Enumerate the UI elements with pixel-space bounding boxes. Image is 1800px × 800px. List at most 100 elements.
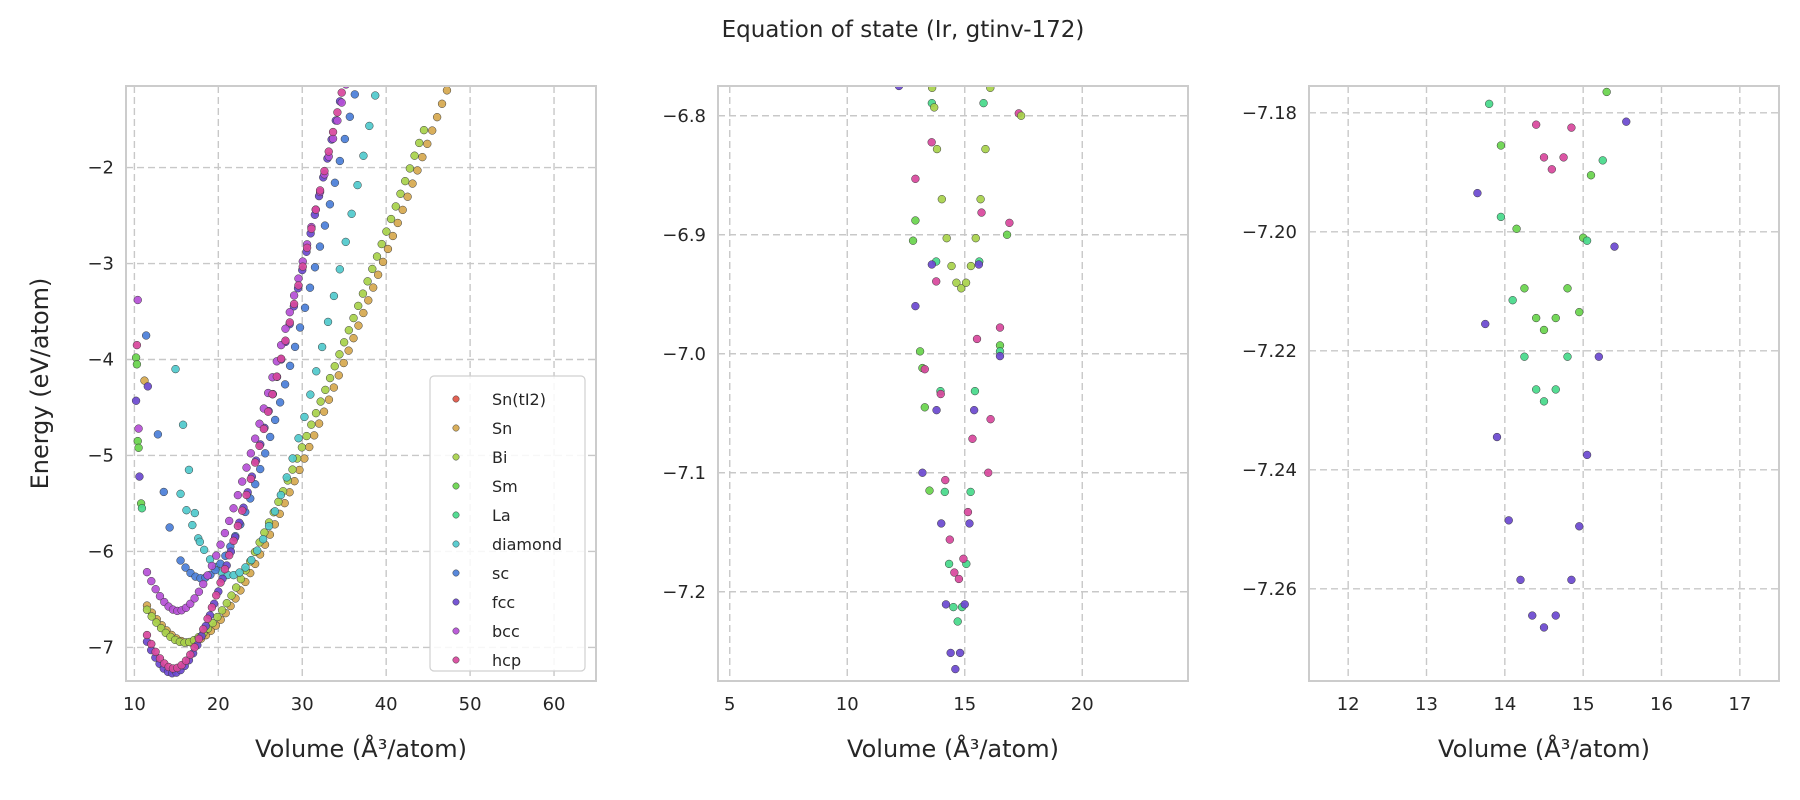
point-fcc [995,351,1005,361]
point-bcc [225,516,234,526]
point-La [970,386,980,396]
point-hcp [246,474,255,484]
point-Bi [927,86,937,92]
point-Sn [364,296,373,305]
point-sc [305,283,315,292]
point-Bi [957,284,966,293]
point-hcp [320,166,329,176]
point-bcc [281,324,290,333]
point-Bi [986,86,995,92]
x-tick-label: 15 [953,694,976,715]
point-Bi [358,289,368,298]
point-fcc [135,472,144,481]
point-hcp [207,603,217,612]
point-hcp [315,186,325,195]
point-Bi [316,397,325,406]
point-Bi [932,144,942,154]
point-hcp [311,205,320,214]
point-Bi [386,214,396,224]
point-Bi [354,301,363,311]
point-sc [176,556,185,565]
point-hcp [911,174,920,183]
point-Sn [398,205,407,215]
point-Bi [339,338,349,347]
legend-label: bcc [492,622,520,641]
point-Sn [349,334,358,343]
point-Bi [321,385,330,395]
legend-label: Sn [492,419,512,438]
point-sc [261,449,270,458]
point-Sn [305,442,314,452]
point-hcp [941,475,950,485]
point-sc [356,68,364,76]
point-fcc [353,20,361,28]
point-diamond [282,473,291,482]
x-axis-label: Volume (Å³/atom) [847,734,1059,763]
point-Bi [961,278,971,287]
point-hcp [229,536,238,546]
point-sc [280,380,290,389]
point-hcp [216,578,225,587]
point-sc [350,90,359,99]
legend-label: hcp [492,651,521,670]
point-Sn [423,139,432,149]
y-tick-label: −7.1 [662,463,706,484]
point-Sn [393,218,402,228]
point-bcc [359,7,367,15]
point-Sn [359,308,368,318]
legend-marker [452,482,460,490]
panel-3: 12 13 14 15 16 17 −7.26 −7.24 −7.22 −7.20 −7.18 Vol… [1242,85,1780,763]
point-Bi [981,144,990,154]
legend-label: Bi [492,448,507,467]
x-axis-label: Volume (Å³/atom) [1438,734,1650,763]
point-Sn [295,465,304,475]
point-Sm [1586,171,1596,180]
point-Bi [142,605,152,614]
point-Bi [377,239,386,249]
point-hcp [351,29,359,37]
point-diamond [377,61,385,69]
point-hcp [977,208,986,217]
point-bcc [351,44,359,52]
point-Bi [368,264,377,274]
point-sc [285,361,295,370]
point-sc [361,45,369,53]
point-Bi [213,612,222,622]
point-Sn [373,270,383,279]
point-fcc [927,260,936,269]
point-fcc [1528,611,1537,620]
point-sc [266,432,275,442]
panel-2: 5 10 15 20 −7.2 −7.1 −7.0 −6.9 −6.8 Volume (Å³/at… [662,85,1189,763]
point-Bi [391,202,400,211]
point-Sn [383,244,393,254]
point-Sm [1496,141,1506,150]
legend-marker [452,453,460,461]
point-fcc [1551,611,1560,620]
point-fcc [131,396,141,405]
point-fcc [1481,319,1490,329]
point-fcc [955,648,965,658]
point-fcc [937,519,946,528]
point-Sn [428,126,437,135]
point-fcc [946,648,955,658]
point-hcp [954,574,964,584]
point-Sn [334,371,343,380]
y-tick-label: −5 [87,445,114,466]
point-Sn [339,358,348,368]
point-Bi [966,261,976,271]
y-tick-label: −7.18 [1242,103,1297,124]
point-Sm [1602,87,1611,97]
x-tick-label: 60 [543,694,566,715]
x-tick-label: 50 [459,694,482,715]
point-bcc [342,86,350,89]
point-bcc [242,463,251,472]
point-diamond [241,563,250,572]
point-bcc [207,561,217,571]
point-Sn [378,257,388,267]
point-La [944,559,954,569]
y-tick-label: −4 [87,350,114,371]
point-fcc [1516,575,1525,584]
x-tick-label: 16 [1650,694,1673,715]
legend-label: La [492,506,511,525]
